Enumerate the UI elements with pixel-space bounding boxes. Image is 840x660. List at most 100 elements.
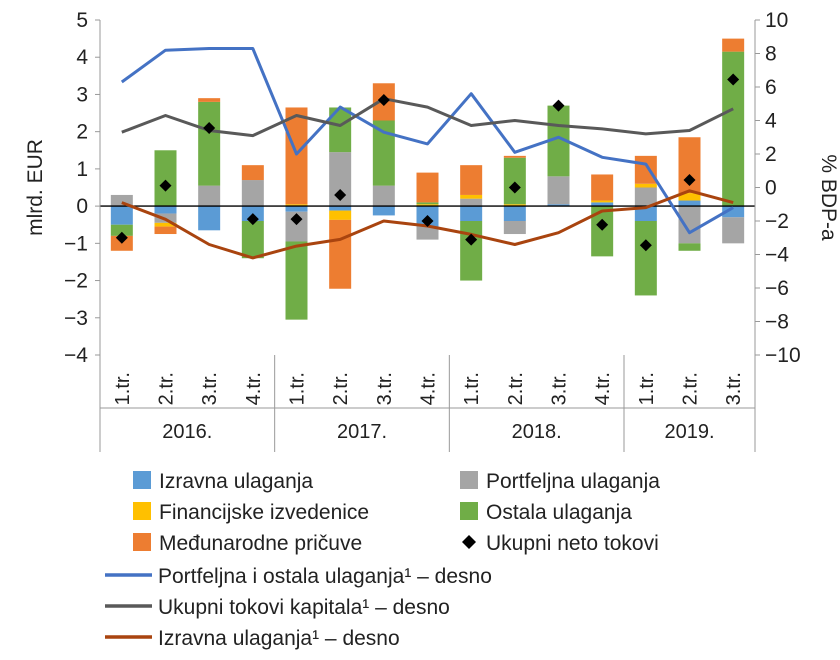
- bar-segment-1-2: [154, 206, 177, 214]
- right-tick-label: 2: [765, 143, 777, 166]
- left-tick-label: 5: [76, 9, 88, 32]
- left-axis-label: mlrd. EUR: [24, 139, 47, 236]
- category-label: 1.tr.: [287, 372, 309, 405]
- bar-segment-5-15: [722, 38, 745, 52]
- right-tick-label: −10: [765, 344, 801, 367]
- bar-segment-2-13: [634, 187, 657, 207]
- bar-segment-4-8: [416, 202, 439, 205]
- total-marker-2: [159, 179, 172, 192]
- total-marker-4: [246, 213, 259, 226]
- group-label-4: 2019.: [664, 421, 714, 443]
- total-marker-8: [421, 215, 434, 227]
- right-tick-label: −6: [765, 277, 789, 300]
- bar-segment-5-14: [678, 137, 701, 194]
- category-label: 4.tr.: [243, 372, 265, 405]
- bar-segment-5-12: [591, 174, 614, 201]
- total-marker-11: [552, 99, 565, 112]
- bar-segment-2-11: [547, 176, 570, 205]
- category-label: 3.tr.: [374, 372, 396, 405]
- bar-segment-5-5: [285, 107, 308, 205]
- category-label: 2.tr.: [330, 372, 352, 405]
- legend-label-2: Portfeljna ulaganja: [486, 470, 660, 493]
- left-tick-label: −2: [64, 270, 88, 293]
- bar-segment-4-6: [329, 107, 352, 153]
- bar-segment-5-6: [329, 219, 352, 289]
- plot-area: [100, 38, 755, 320]
- category-label: 3.tr.: [549, 372, 571, 405]
- bar-segment-3-2: [154, 222, 177, 227]
- bar-segment-5-13: [634, 155, 657, 184]
- legend-label-4: Ostala ulaganja: [486, 501, 632, 524]
- right-axis-label: % BDP-a: [817, 154, 840, 241]
- legend: Izravna ulaganja Portfeljna ulaganja Finan…: [105, 470, 660, 650]
- bar-segment-4-12: [591, 206, 614, 257]
- left-tick-label: 3: [76, 83, 88, 106]
- bar-segment-3-8: [416, 204, 439, 207]
- legend-label-1: Izravna ulaganja: [159, 470, 313, 493]
- bar-segment-5-10: [503, 155, 526, 158]
- category-label: 1.tr.: [112, 372, 134, 405]
- bar-segment-4-11: [547, 105, 570, 177]
- right-tick-label: −8: [765, 311, 789, 334]
- bar-segment-3-10: [503, 204, 526, 207]
- legend-label-5: Međunarodne pričuve: [159, 532, 362, 555]
- total-marker-14: [683, 174, 696, 187]
- bar-segment-2-3: [198, 185, 221, 207]
- legend-swatch-total: [462, 535, 476, 549]
- bar-segment-2-15: [722, 217, 745, 244]
- bar-segment-4-1: [110, 224, 133, 236]
- bar-segment-1-15: [722, 206, 745, 218]
- left-tick-label: 4: [76, 46, 88, 69]
- bar-segment-2-7: [372, 185, 395, 207]
- bar-segment-2-9: [460, 198, 483, 207]
- total-marker-9: [465, 233, 478, 246]
- bar-segment-5-9: [460, 165, 483, 195]
- right-tick-label: 8: [765, 43, 777, 66]
- total-marker-7: [377, 94, 390, 107]
- bar-segment-4-5: [285, 241, 308, 320]
- bar-segment-1-9: [460, 206, 483, 221]
- total-marker-15: [727, 73, 740, 86]
- bar-segment-1-10: [503, 206, 526, 221]
- line-series-2: [121, 97, 734, 138]
- right-tick-label: −2: [765, 210, 789, 233]
- group-label-2: 2017.: [337, 421, 387, 443]
- bar-segment-5-2: [154, 226, 177, 235]
- legend-label-3: Financijske izvedenice: [159, 501, 369, 524]
- bar-segment-3-13: [634, 183, 657, 188]
- bar-segment-5-3: [198, 98, 221, 102]
- line-series-1: [120, 47, 734, 235]
- bar-segment-4-7: [372, 120, 395, 186]
- legend-swatch-3: [133, 502, 151, 520]
- left-tick-label: −3: [64, 307, 88, 330]
- right-tick-label: 10: [765, 9, 788, 32]
- bar-segment-3-12: [591, 200, 614, 203]
- bar-segment-1-7: [372, 206, 395, 216]
- bar-segment-3-9: [460, 194, 483, 199]
- total-marker-12: [596, 218, 609, 231]
- bar-segment-1-5: [285, 206, 308, 212]
- bar-segment-4-3: [198, 101, 221, 186]
- right-tick-label: −4: [765, 244, 789, 267]
- category-label: 3.tr.: [199, 372, 221, 405]
- category-label: 2.tr.: [156, 372, 178, 405]
- total-marker-5: [290, 213, 303, 226]
- right-tick-label: 6: [765, 76, 777, 99]
- legend-swatch-5: [133, 533, 151, 551]
- bar-segment-4-4: [241, 221, 264, 259]
- bar-segment-1-11: [547, 204, 570, 207]
- right-tick-label: 4: [765, 110, 777, 133]
- group-label-1: 2016.: [162, 421, 212, 443]
- bar-segment-2-6: [329, 152, 352, 207]
- category-label: 2.tr.: [505, 372, 527, 405]
- total-marker-1: [115, 231, 128, 244]
- legend-swatch-4: [460, 502, 478, 520]
- bar-segment-1-14: [678, 200, 701, 207]
- category-label: 1.tr.: [636, 372, 658, 405]
- bar-segment-5-4: [241, 165, 264, 181]
- bar-segment-4-15: [722, 51, 745, 207]
- bar-segment-4-13: [634, 221, 657, 296]
- total-marker-10: [508, 181, 521, 194]
